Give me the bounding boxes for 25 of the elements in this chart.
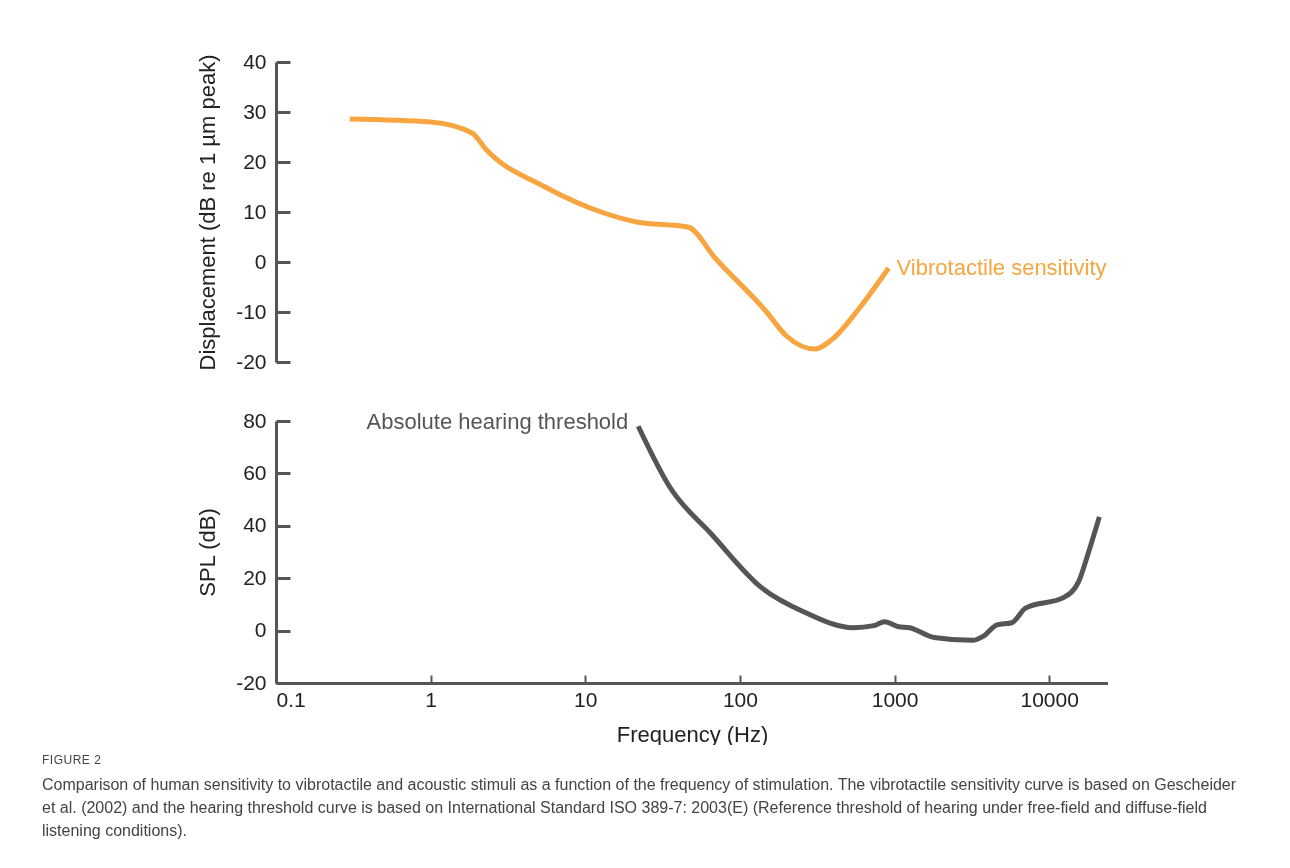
y-axis-title: Displacement (dB re 1 µm peak) (195, 54, 221, 371)
y-tick-label: 10 (243, 199, 267, 223)
y-tick-label: -20 (236, 670, 267, 694)
x-tick-label: 10 (574, 687, 598, 711)
y-tick-label: 30 (243, 99, 267, 123)
x-tick-label: 1 (425, 687, 437, 711)
x-tick-label: 1000 (871, 687, 919, 711)
series-label: Vibrotactile sensitivity (896, 255, 1107, 280)
y-tick-label: 0 (254, 249, 267, 273)
y-tick-label: 0 (254, 618, 267, 642)
y-tick-label: 20 (243, 149, 267, 173)
y-axis-title: SPL (dB) (195, 508, 221, 597)
x-tick-label: 10000 (1020, 687, 1079, 711)
x-tick-label: 0.1 (276, 687, 306, 711)
y-tick-label: 40 (243, 513, 267, 537)
series-label: Absolute hearing threshold (366, 409, 629, 435)
x-tick-label: 100 (722, 687, 758, 711)
y-tick-label: 60 (243, 460, 267, 484)
y-tick-label: -20 (236, 349, 267, 373)
y-tick-label: 40 (243, 49, 267, 73)
y-tick-label: 20 (243, 565, 267, 589)
text: Comparison of human sensitivity to vibrotactile and acoustic stimuli as a function of the frequency of stimulation. The vibrotactile sensitivity curve is based on Gescheider et al. (2002) and the hearing threshold curve is based on International Standard ISO 389-7: 2003(E) (Reference threshold of hearing under free-field and diffuse-field listening conditions). (42, 775, 1238, 841)
y-tick-label: -10 (236, 299, 267, 323)
caption: FIGURE 2 (42, 753, 103, 767)
y-tick-label: 80 (243, 408, 267, 432)
